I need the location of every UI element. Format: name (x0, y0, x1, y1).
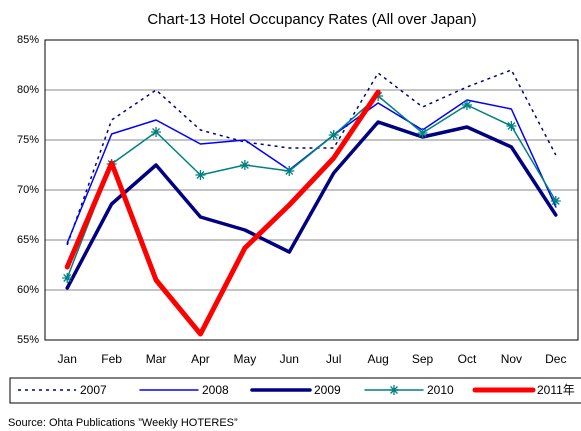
x-tick-label: Aug (367, 352, 388, 366)
legend-label: 2010 (427, 383, 454, 397)
x-tick-label: Oct (458, 352, 477, 366)
point-marker (417, 128, 428, 138)
legend-marker (389, 385, 399, 395)
x-tick-label: Sep (412, 352, 434, 366)
legend-label: 2007 (80, 383, 107, 397)
series-line (66, 95, 557, 279)
point-marker (506, 121, 517, 131)
x-tick-label: Nov (501, 352, 522, 366)
point-marker (62, 273, 73, 283)
series-line (66, 69, 557, 246)
point-marker (195, 170, 206, 180)
y-tick-label: 55% (17, 334, 39, 346)
x-tick-label: Jun (280, 352, 299, 366)
y-tick-label: 85% (17, 34, 39, 46)
point-marker (284, 166, 295, 176)
y-tick-label: 60% (17, 284, 39, 296)
x-tick-label: Dec (545, 352, 566, 366)
plot-frame (44, 39, 579, 341)
point-marker (328, 130, 339, 140)
legend-label: 2009 (314, 383, 341, 397)
point-marker (151, 127, 162, 137)
x-tick-label: Feb (101, 352, 122, 366)
legend-label: 2011年 (537, 383, 575, 397)
legend-label: 2008 (202, 383, 229, 397)
x-tick-label: Mar (146, 352, 167, 366)
x-tick-label: May (234, 352, 257, 366)
series-line (64, 89, 381, 337)
legend-box (9, 377, 581, 404)
y-tick-label: 70% (17, 184, 39, 196)
point-marker (550, 196, 561, 206)
chart-title: Chart-13 Hotel Occupancy Rates (All over… (147, 11, 476, 28)
x-tick-label: Jul (326, 352, 341, 366)
point-marker (239, 160, 250, 170)
point-marker (461, 100, 472, 110)
x-tick-label: Apr (191, 352, 210, 366)
source-note: Source: Ohta Publications ”Weekly HOTERE… (8, 417, 238, 429)
y-tick-label: 80% (17, 84, 39, 96)
x-tick-label: Jan (58, 352, 77, 366)
y-tick-label: 65% (17, 234, 39, 246)
y-tick-label: 75% (17, 134, 39, 146)
series-line (65, 120, 558, 290)
series-line (66, 99, 557, 244)
